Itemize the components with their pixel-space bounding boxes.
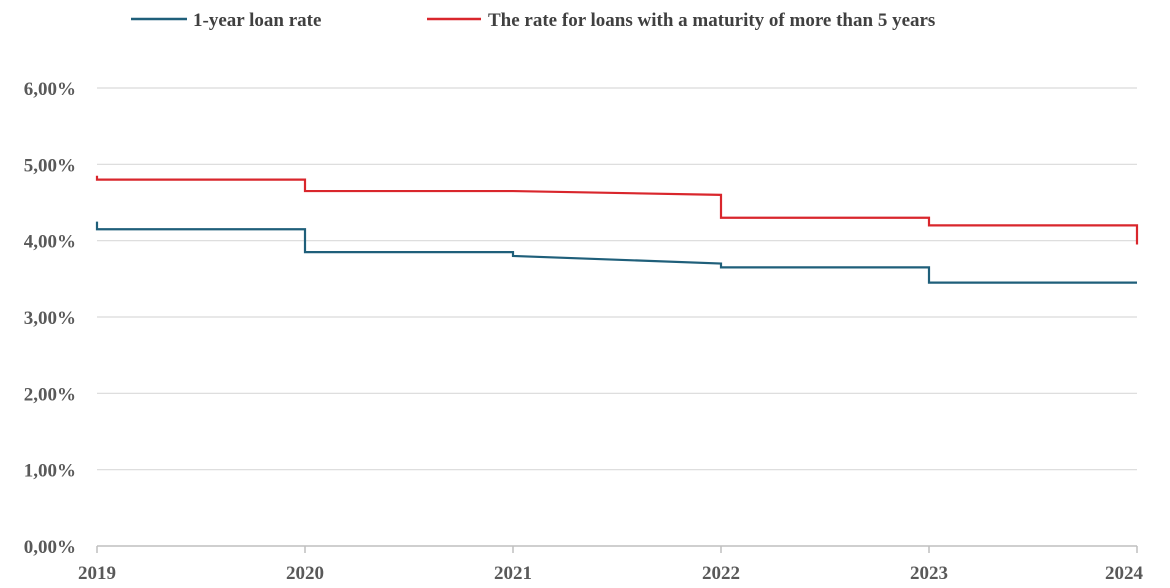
y-tick-label: 1,00% [24,461,76,482]
x-tick-label: 2021 [494,563,532,584]
y-tick-label: 0,00% [24,537,76,558]
x-tick-label: 2022 [702,563,740,584]
y-tick-label: 6,00% [24,79,76,100]
x-tick-label: 2024 [1105,563,1144,584]
y-tick-label: 2,00% [24,384,76,405]
y-tick-label: 3,00% [24,308,76,329]
y-tick-label: 5,00% [24,155,76,176]
axes: 0,00% 1,00% 2,00% 3,00% 4,00% 5,00% 6,00% 2019 2… [24,79,1144,584]
legend-label-1: 1-year loan rate [193,10,321,31]
series-lines [95,175,1139,284]
series-line-1 [95,221,1137,284]
x-tick-label: 2020 [286,563,324,584]
legend-label-2: The rate for loans with a maturity of mo… [488,10,935,31]
legend: 1-year loan rate The rate for loans with … [131,10,935,31]
gridlines [97,87,1137,471]
x-tick-label: 2023 [910,563,948,584]
x-tick-label: 2019 [78,563,116,584]
series-line-2 [95,175,1139,245]
y-tick-label: 4,00% [24,232,76,253]
